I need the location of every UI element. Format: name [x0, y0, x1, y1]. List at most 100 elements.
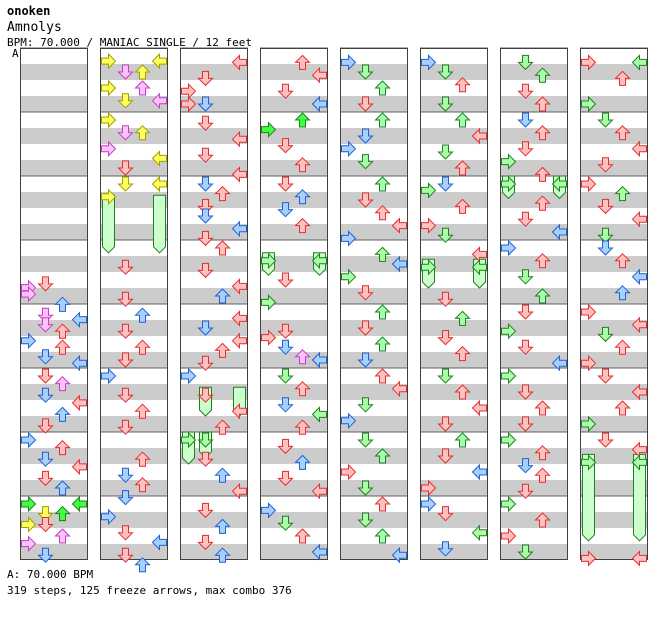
step-arrow	[357, 96, 374, 112]
step-arrow	[151, 52, 167, 70]
step-arrow	[357, 352, 374, 368]
artist-name: onoken	[7, 4, 51, 18]
step-arrow	[517, 304, 534, 320]
step-arrow	[391, 255, 407, 273]
step-arrow	[597, 240, 614, 256]
step-arrow	[597, 227, 614, 243]
step-arrow	[357, 432, 374, 448]
step-arrow	[277, 202, 294, 218]
step-arrow	[501, 153, 517, 170]
step-arrow	[437, 64, 454, 80]
step-arrow	[294, 189, 311, 205]
step-arrow	[117, 125, 134, 141]
step-arrow	[181, 431, 197, 449]
step-arrow	[501, 367, 517, 385]
step-arrow	[231, 278, 247, 295]
step-arrow	[37, 276, 54, 292]
step-arrow	[501, 495, 517, 513]
step-arrow	[311, 482, 327, 500]
step-arrow	[341, 268, 357, 286]
step-arrow	[517, 269, 534, 285]
step-arrow	[294, 112, 311, 128]
step-arrow	[581, 354, 597, 372]
step-arrow	[134, 403, 151, 419]
chart-column	[500, 47, 568, 560]
step-arrow	[501, 322, 517, 340]
step-arrow	[134, 451, 151, 467]
step-arrow	[214, 185, 231, 202]
step-arrow	[551, 175, 567, 193]
step-arrow	[261, 329, 277, 346]
step-arrow	[631, 140, 647, 158]
step-arrow	[597, 326, 614, 343]
step-arrow	[311, 66, 327, 84]
step-arrow	[357, 192, 374, 208]
step-arrow	[197, 262, 214, 279]
step-arrow	[454, 345, 471, 362]
step-arrow	[261, 252, 277, 270]
step-arrow	[117, 259, 134, 275]
step-arrow	[534, 288, 551, 304]
step-arrow	[581, 550, 597, 567]
step-arrow	[517, 83, 534, 99]
step-arrow	[534, 195, 551, 211]
step-arrow	[374, 80, 391, 96]
step-arrow	[117, 160, 134, 176]
chart-column	[100, 47, 168, 560]
step-arrow	[614, 70, 631, 86]
step-arrow	[197, 96, 214, 112]
step-arrow	[134, 80, 151, 96]
step-arrow	[101, 79, 117, 97]
step-arrow	[421, 479, 437, 497]
step-arrow	[517, 211, 534, 227]
step-arrow	[534, 96, 551, 112]
step-arrow	[231, 166, 247, 183]
step-arrow	[517, 141, 534, 157]
step-arrow	[37, 387, 54, 403]
step-arrow	[357, 64, 374, 80]
step-arrow	[294, 454, 311, 470]
step-arrow	[197, 115, 214, 131]
step-arrow	[261, 294, 277, 311]
step-arrow	[597, 432, 614, 448]
step-arrow	[437, 541, 454, 557]
step-arrow	[134, 125, 151, 141]
step-arrow	[231, 402, 247, 420]
step-arrow	[277, 339, 294, 355]
step-arrow	[197, 451, 214, 467]
step-arrow	[614, 400, 631, 416]
step-arrow	[54, 406, 71, 422]
step-arrow	[71, 495, 87, 513]
step-arrow	[21, 332, 37, 350]
step-arrow	[614, 253, 631, 269]
step-arrow	[151, 92, 167, 110]
step-arrow	[471, 127, 487, 145]
step-arrow	[181, 367, 197, 385]
step-arrow	[54, 296, 71, 312]
step-arrow	[231, 482, 247, 500]
step-arrow	[54, 439, 71, 456]
step-arrow	[517, 112, 534, 128]
step-arrow	[277, 272, 294, 288]
step-arrow	[391, 217, 407, 234]
step-arrow	[117, 387, 134, 403]
step-arrow	[54, 323, 71, 339]
step-arrow	[311, 351, 327, 369]
step-arrow	[614, 125, 631, 141]
step-arrow	[117, 323, 134, 339]
chart-column	[20, 47, 88, 560]
step-arrow	[421, 54, 437, 71]
step-arrow	[437, 176, 454, 192]
step-arrow	[421, 258, 437, 276]
step-arrow	[54, 480, 71, 496]
step-arrow	[134, 477, 151, 493]
step-arrow	[277, 368, 294, 384]
step-arrow	[117, 547, 134, 563]
step-arrow	[501, 239, 517, 257]
step-arrow	[197, 534, 214, 551]
step-arrow	[421, 495, 437, 513]
step-arrow	[294, 54, 311, 70]
step-arrow	[534, 512, 551, 528]
freeze-arrow-body	[633, 453, 646, 542]
step-arrow	[277, 515, 294, 531]
